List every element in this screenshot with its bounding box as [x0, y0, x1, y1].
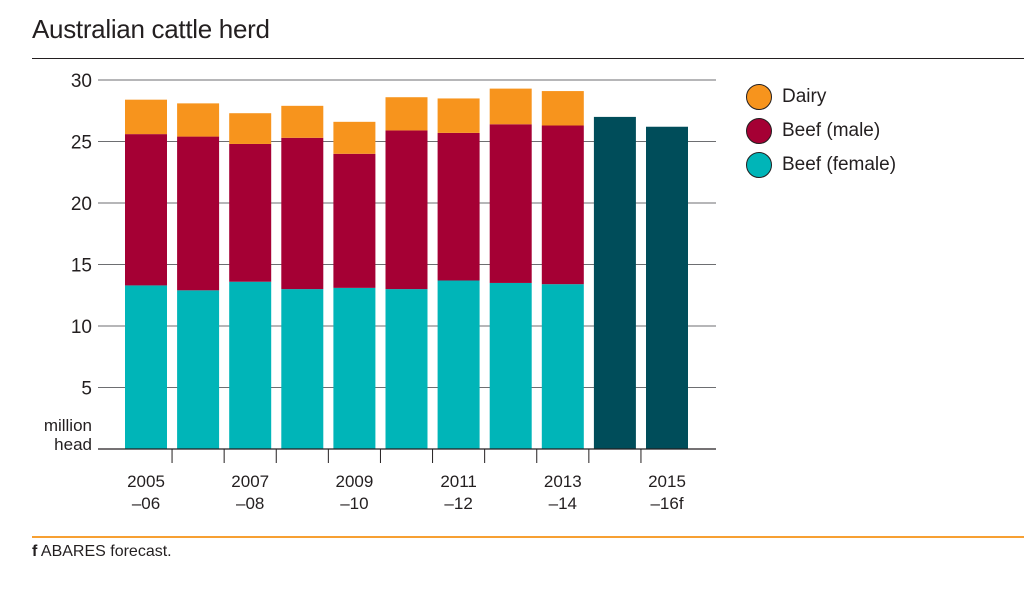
bar-segment-dairy [385, 97, 428, 131]
y-tick-label: 30 [71, 71, 92, 92]
x-tick-label: 2007 [231, 472, 269, 491]
legend-label: Beef (male) [782, 120, 881, 141]
x-tick-label: –16f [650, 494, 683, 513]
bar-segment-beef-male [385, 130, 428, 290]
y-tick-label: 25 [71, 133, 92, 154]
legend-swatch [746, 118, 772, 144]
bar-segment-beef-female [229, 281, 272, 449]
bar-segment-beef-male [229, 143, 272, 282]
x-tick-label: –06 [132, 494, 160, 513]
footer-rule [32, 536, 1024, 538]
x-tick-label: –14 [549, 494, 577, 513]
bar-segment-dairy [333, 121, 376, 154]
bar-segment-beef-female [541, 284, 584, 449]
footnote: f ABARES forecast. [32, 543, 172, 561]
bar-total-forecast [593, 116, 636, 450]
bar-segment-beef-male [333, 153, 376, 288]
x-tick-label: –12 [444, 494, 472, 513]
legend-item-beef-female: Beef (female) [746, 148, 896, 182]
bar-segment-beef-female [177, 290, 220, 449]
x-tick-label: 2015 [648, 472, 686, 491]
y-axis-unit-label: million [44, 416, 92, 435]
bar-segment-beef-male [177, 136, 220, 291]
bar-segment-dairy [489, 88, 532, 125]
bar-segment-beef-male [125, 134, 167, 286]
bar-segment-dairy [541, 91, 584, 126]
bar-segment-dairy [437, 98, 480, 133]
bar-segment-dairy [125, 99, 167, 135]
y-tick-label: 5 [81, 379, 92, 400]
bar-segment-dairy [177, 103, 220, 137]
bar-segment-dairy [229, 113, 272, 144]
y-tick-label: 10 [71, 317, 92, 338]
legend-item-beef-male: Beef (male) [746, 114, 896, 148]
y-axis-unit-label: head [54, 435, 92, 454]
bar-segment-beef-female [437, 280, 480, 449]
x-tick-label: 2009 [335, 472, 373, 491]
x-tick-label: –08 [236, 494, 264, 513]
bar-segment-beef-male [489, 124, 532, 283]
x-tick-label: –10 [340, 494, 368, 513]
legend-swatch [746, 84, 772, 110]
bar-segment-dairy [281, 105, 324, 138]
x-tick-label: 2011 [440, 472, 477, 491]
x-tick-label: 2005 [127, 472, 165, 491]
bar-segment-beef-female [385, 289, 428, 449]
legend-label: Beef (female) [782, 154, 897, 175]
y-tick-label: 15 [71, 256, 92, 277]
y-tick-label: 20 [71, 194, 92, 215]
chart-title: Australian cattle herd [32, 14, 270, 44]
legend-item-dairy: Dairy [746, 80, 896, 114]
bar-segment-beef-male [281, 137, 324, 290]
bar-segment-beef-male [437, 132, 480, 281]
legend-swatch [746, 152, 772, 178]
bar-segment-beef-male [541, 125, 584, 285]
chart-legend: Dairy Beef (male) Beef (female) [746, 80, 896, 182]
bar-total-forecast [646, 126, 688, 450]
bar-segment-beef-female [489, 282, 532, 449]
bar-segment-beef-female [125, 285, 167, 449]
footnote-mark: f [32, 543, 38, 560]
legend-label: Dairy [782, 86, 827, 107]
title-rule [32, 58, 1024, 59]
bar-segment-beef-female [281, 289, 324, 449]
footnote-text: ABARES forecast. [37, 543, 172, 560]
bar-segment-beef-female [333, 287, 376, 449]
x-tick-label: 2013 [544, 472, 582, 491]
